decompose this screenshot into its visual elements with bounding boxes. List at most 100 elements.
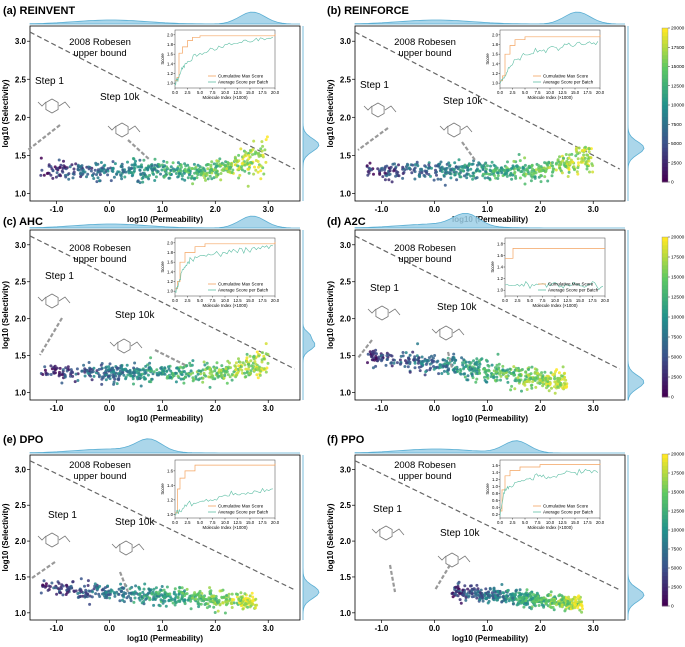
scatter-point <box>44 582 48 586</box>
scatter-point <box>240 162 244 166</box>
scatter-point <box>201 595 205 599</box>
step-1-molecule <box>37 532 71 548</box>
scatter-point <box>449 176 453 180</box>
scatter-point <box>202 371 206 375</box>
scatter-point <box>467 594 471 598</box>
scatter-point <box>140 163 143 167</box>
inset-x-tick-label: 10.0 <box>546 90 555 95</box>
inset-y-tick-label: 1.2 <box>492 71 499 76</box>
scatter-point <box>505 174 509 178</box>
scatter-point <box>560 598 564 602</box>
scatter-point <box>389 353 393 357</box>
scatter-point <box>152 603 156 607</box>
scatter-point <box>192 162 196 166</box>
scatter-point <box>513 387 517 391</box>
scatter-point <box>534 171 538 175</box>
scatter-point <box>129 591 133 595</box>
scatter-point <box>254 159 258 162</box>
scatter-point <box>237 153 241 157</box>
scatter-point <box>118 372 122 376</box>
inset-x-tick-label: 17.5 <box>258 520 267 525</box>
scatter-point <box>264 342 268 346</box>
colorbar-segment <box>662 305 668 310</box>
y-tick-label: 3.0 <box>340 37 352 46</box>
scatter-point <box>530 383 534 387</box>
y-tick-label: 2.5 <box>15 278 27 287</box>
inset-y-label: Score <box>485 483 490 495</box>
scatter-point <box>463 166 467 169</box>
scatter-point <box>458 591 461 595</box>
scatter-point <box>243 163 247 167</box>
scatter-point <box>215 361 219 365</box>
scatter-point <box>138 592 142 596</box>
x-tick-label: 1.0 <box>157 205 169 214</box>
inset-y-tick-label: 1.2 <box>167 497 174 502</box>
colorbar-segment <box>662 116 668 121</box>
y-tick-label: 2.5 <box>340 278 352 287</box>
scatter-point <box>104 590 108 594</box>
scatter-point <box>98 584 102 588</box>
scatter-point <box>423 373 427 377</box>
scatter-point <box>139 384 143 388</box>
scatter-point <box>436 163 440 167</box>
scatter-point <box>497 362 501 366</box>
scatter-point <box>155 371 159 375</box>
scatter-point <box>246 367 250 371</box>
molecule-chain <box>458 555 471 563</box>
molecule-chain <box>37 535 47 541</box>
scatter-points <box>39 135 269 188</box>
scatter-point <box>536 596 540 600</box>
scatter-point <box>149 356 153 360</box>
scatter-point <box>429 174 432 178</box>
scatter-point <box>140 372 144 376</box>
x-tick-label: 2.0 <box>535 624 547 633</box>
scatter-point <box>518 588 522 592</box>
step-1-label: Step 1 <box>373 504 402 515</box>
scatter-point <box>98 173 102 177</box>
scatter-point <box>58 366 62 370</box>
scatter-point <box>142 375 146 379</box>
scatter-point <box>189 599 193 603</box>
inset-legend-cumulative: Cumulative Max Score <box>543 504 589 509</box>
scatter-point <box>89 169 93 173</box>
scatter-point <box>190 174 194 178</box>
robeson-upper-bound-line <box>29 235 295 370</box>
scatter-point <box>265 135 269 139</box>
panel-title: (e) DPO <box>3 434 44 446</box>
scatter-point <box>581 607 584 611</box>
scatter-point <box>442 364 446 368</box>
scatter-point <box>197 378 201 382</box>
colorbar-segment <box>662 245 668 250</box>
colorbar-segment <box>662 249 668 254</box>
scatter-point <box>588 170 591 174</box>
scatter-point <box>158 604 162 608</box>
scatter-point <box>404 351 408 355</box>
scatter-point <box>90 595 94 599</box>
scatter-point <box>199 602 203 606</box>
robeson-label-line2: upper bound <box>73 254 126 265</box>
colorbar-segment <box>662 313 668 318</box>
scatter-point <box>241 600 245 604</box>
scatter-point <box>383 165 387 169</box>
scatter-point <box>504 598 508 602</box>
scatter-point <box>219 178 223 182</box>
scatter-point <box>204 374 208 378</box>
scatter-point <box>483 176 487 180</box>
panel-title: (a) REINVENT <box>3 5 75 17</box>
colorbar-segment <box>662 155 668 160</box>
colorbar-segment <box>662 457 668 462</box>
scatter-point <box>462 367 465 371</box>
scatter-point <box>111 160 115 164</box>
scatter-point <box>133 167 137 170</box>
scatter-point <box>143 370 147 374</box>
scatter-point <box>162 159 166 163</box>
scatter-point <box>76 379 80 382</box>
scatter-point <box>397 163 400 167</box>
y-tick-label: 1.0 <box>340 609 352 618</box>
scatter-point <box>582 158 586 162</box>
step-10k-label: Step 10k <box>440 528 480 539</box>
scatter-point <box>176 374 180 378</box>
scatter-point <box>260 140 264 144</box>
molecule-ring <box>117 338 131 354</box>
scatter-point <box>427 356 431 360</box>
